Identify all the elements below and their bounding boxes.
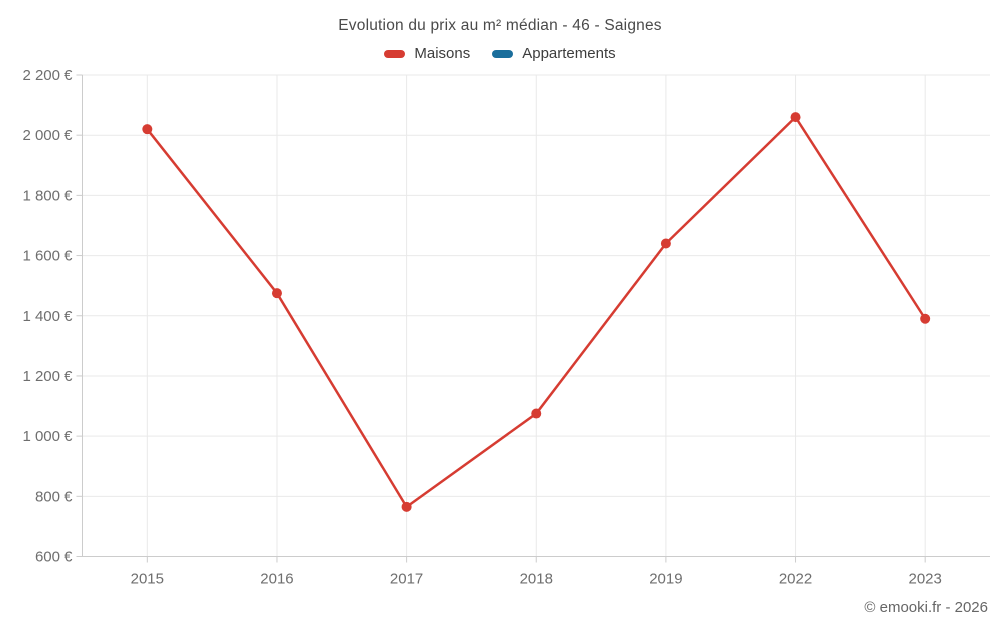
x-axis-label: 2023 bbox=[908, 571, 941, 588]
y-axis-label: 800 € bbox=[35, 488, 73, 505]
maisons-point[interactable] bbox=[142, 124, 153, 135]
legend-item-maisons[interactable]: Maisons bbox=[384, 45, 470, 62]
y-axis-label: 1 400 € bbox=[22, 308, 73, 325]
y-axis-label: 600 € bbox=[35, 549, 73, 566]
maisons-point[interactable] bbox=[401, 501, 412, 512]
x-axis-label: 2017 bbox=[390, 571, 423, 588]
y-axis-label: 2 200 € bbox=[22, 67, 73, 84]
chart-title: Evolution du prix au m² médian - 46 - Sa… bbox=[338, 17, 662, 34]
legend-label-maisons: Maisons bbox=[414, 45, 471, 62]
maisons-point[interactable] bbox=[531, 408, 542, 419]
x-axis-label: 2019 bbox=[649, 571, 682, 588]
legend: Maisons Appartements bbox=[0, 45, 1000, 62]
legend-item-appartements[interactable]: Appartements bbox=[492, 45, 616, 62]
y-axis-label: 1 200 € bbox=[22, 368, 73, 385]
x-axis-label: 2018 bbox=[520, 571, 553, 588]
x-axis-label: 2022 bbox=[779, 571, 812, 588]
x-axis-label: 2016 bbox=[260, 571, 293, 588]
maisons-swatch-icon bbox=[384, 49, 406, 58]
legend-label-appartements: Appartements bbox=[522, 45, 616, 62]
y-axis-label: 2 000 € bbox=[22, 127, 73, 144]
appartements-swatch-icon bbox=[492, 49, 514, 58]
y-axis-label: 1 800 € bbox=[22, 187, 73, 204]
y-axis-label: 1 000 € bbox=[22, 428, 73, 445]
maisons-point[interactable] bbox=[271, 288, 282, 299]
maisons-point[interactable] bbox=[790, 112, 801, 123]
x-axis-label: 2015 bbox=[131, 571, 164, 588]
maisons-point[interactable] bbox=[920, 313, 931, 324]
maisons-point[interactable] bbox=[660, 238, 671, 249]
y-axis-label: 1 600 € bbox=[22, 248, 73, 265]
copyright: © emooki.fr - 2026 bbox=[864, 599, 988, 616]
